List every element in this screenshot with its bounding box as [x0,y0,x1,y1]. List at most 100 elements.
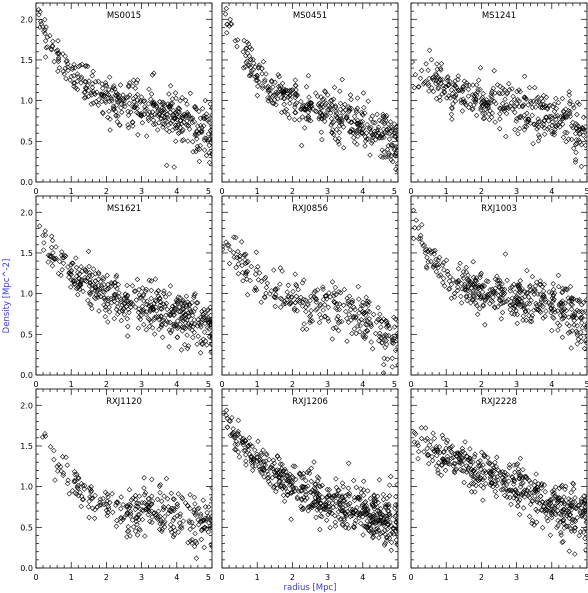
x-tick-label: 1 [255,187,260,196]
data-point [358,317,364,323]
data-point [261,474,267,480]
data-point [574,323,580,329]
data-point [270,84,276,90]
data-point [186,313,192,319]
data-point [339,521,346,527]
data-point [208,513,212,520]
data-point [502,251,509,257]
data-point [97,499,103,506]
data-point [143,311,149,318]
data-point [313,502,319,508]
data-point [137,295,143,301]
data-point [524,110,530,116]
data-point [335,327,342,334]
data-point [481,283,487,289]
data-point [556,485,562,491]
data-point [70,278,77,285]
data-point [38,21,45,27]
panel-title: MS1621 [107,204,141,214]
data-point [349,506,356,513]
data-point [188,115,194,122]
data-point [374,528,380,535]
data-point [394,482,398,488]
data-point [88,489,94,495]
data-point [209,133,212,139]
data-point [537,278,543,284]
data-point [570,102,576,108]
data-point [543,114,550,120]
data-point [63,454,69,460]
data-point [253,271,259,277]
data-point [189,300,195,306]
data-point [562,313,568,319]
data-point [441,456,447,463]
data-point [302,497,308,503]
data-point [145,101,152,107]
data-point [277,265,283,271]
data-point [269,475,275,481]
data-point [190,323,196,330]
data-point [161,106,167,113]
data-point [285,282,291,288]
data-point [384,356,391,362]
data-point [78,277,84,283]
data-point [242,260,249,266]
data-point [254,92,261,99]
data-point [112,283,119,290]
data-point [288,299,294,305]
data-point [319,137,325,143]
data-point [63,253,69,259]
data-point [320,286,326,292]
data-point [439,77,446,83]
data-point [348,307,354,313]
data-point [376,477,383,483]
data-point [278,304,284,310]
data-point [108,283,115,289]
data-point [52,256,58,262]
data-point [556,301,562,307]
data-point [395,542,398,548]
data-point [105,95,112,101]
data-point [49,233,55,239]
data-point [497,472,503,478]
data-point [332,299,338,306]
plot-frame [35,388,213,569]
data-point [347,513,354,520]
data-point [458,293,464,300]
data-point [280,471,287,478]
data-point [473,285,479,291]
data-point [336,129,343,136]
data-point [307,313,313,320]
data-point [166,327,172,333]
data-point [146,317,153,323]
data-point [426,47,433,53]
data-point [52,477,58,483]
data-point [461,78,468,84]
data-point [62,65,68,71]
data-point [430,77,437,83]
data-point [263,284,270,291]
data-point [426,442,433,448]
data-point [157,295,163,302]
data-point [497,297,503,304]
data-point [237,257,243,263]
data-point [89,73,95,79]
data-point [133,503,139,509]
data-point [425,248,431,254]
data-point [106,87,112,93]
data-point [362,333,369,340]
data-point [492,459,498,466]
data-point [541,482,547,488]
data-point [345,491,351,498]
data-point [196,505,202,511]
data-point [142,533,148,539]
data-point [149,493,155,499]
data-point [371,503,377,509]
data-point [243,45,249,52]
data-point [159,322,165,328]
data-point [254,451,260,457]
data-point [144,133,150,139]
data-point [317,483,323,490]
data-point [97,496,103,502]
